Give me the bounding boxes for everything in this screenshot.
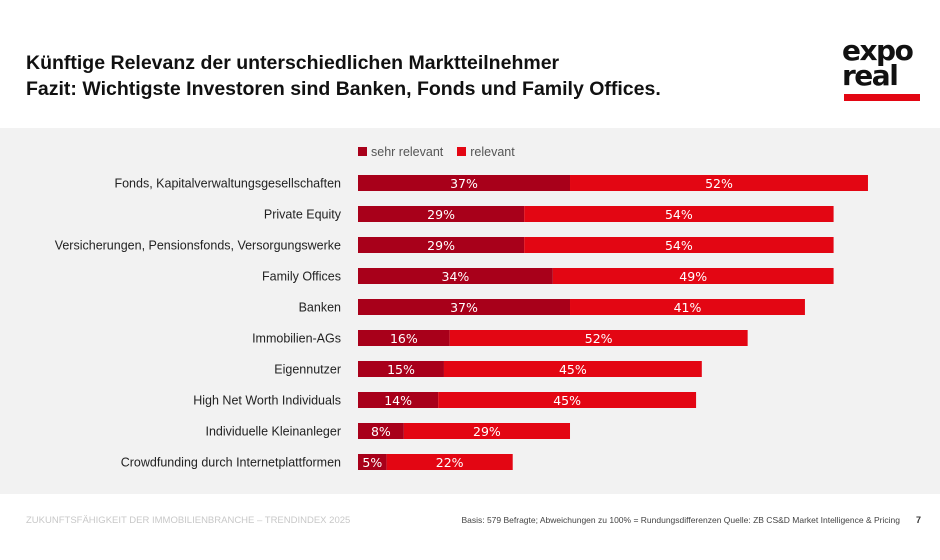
bar-segment: [358, 268, 553, 284]
data-label: 41%: [674, 300, 702, 315]
category-label: High Net Worth Individuals: [193, 394, 341, 408]
data-label: 52%: [705, 176, 733, 191]
bar-segment: [449, 330, 748, 346]
legend: sehr relevant relevant: [358, 145, 515, 159]
bar-segment: [443, 361, 702, 377]
category-label: Family Offices: [262, 270, 341, 284]
legend-swatch: [358, 147, 367, 156]
category-label: Banken: [299, 301, 341, 315]
bar-segment: [358, 361, 444, 377]
bar-segment: [358, 423, 404, 439]
footer-source: Basis: 579 Befragte; Abweichungen zu 100…: [461, 515, 900, 525]
bar-segment: [358, 206, 525, 222]
data-label: 15%: [387, 362, 415, 377]
title-line-2: Fazit: Wichtigste Investoren sind Banken…: [26, 78, 661, 100]
data-label: 49%: [679, 269, 707, 284]
data-label: 16%: [390, 331, 418, 346]
bar-segment: [358, 392, 439, 408]
data-label: 45%: [559, 362, 587, 377]
bar-segment: [358, 237, 525, 253]
legend-item: relevant: [457, 145, 515, 159]
bar-segment: [570, 175, 868, 191]
legend-label: relevant: [470, 145, 515, 159]
data-label: 5%: [362, 455, 382, 470]
bar-segment: [358, 330, 450, 346]
data-label: 37%: [450, 176, 478, 191]
category-label: Eigennutzer: [274, 363, 341, 377]
category-label: Immobilien-AGs: [252, 332, 341, 346]
logo-line-1: expo: [842, 34, 914, 67]
data-label: 54%: [665, 207, 693, 222]
data-label: 14%: [384, 393, 412, 408]
category-label: Fonds, Kapitalverwaltungsgesellschaften: [114, 177, 341, 191]
data-label: 37%: [450, 300, 478, 315]
category-label: Versicherungen, Pensionsfonds, Versorgun…: [55, 239, 341, 253]
data-label: 8%: [371, 424, 391, 439]
bar-segment: [524, 237, 834, 253]
footer-title: ZUKUNFTSFÄHIGKEIT DER IMMOBILIENBRANCHE …: [26, 515, 351, 526]
category-label: Individuelle Kleinanleger: [205, 425, 341, 439]
data-label: 29%: [427, 207, 455, 222]
bar-segment: [358, 299, 571, 315]
expo-real-logo: expo real: [842, 34, 920, 104]
page-number: 7: [916, 515, 922, 525]
legend-item: sehr relevant: [358, 145, 443, 159]
logo-line-2: real: [842, 59, 899, 92]
bar-segment: [552, 268, 834, 284]
bar-segment: [438, 392, 697, 408]
page-title: Künftige Relevanz der unterschiedlichen …: [26, 50, 826, 102]
bar-segment: [386, 454, 513, 470]
data-label: 22%: [436, 455, 464, 470]
legend-swatch: [457, 147, 467, 156]
bar-segment: [524, 206, 834, 222]
title-line-1: Künftige Relevanz der unterschiedlichen …: [26, 52, 560, 74]
data-label: 45%: [553, 393, 581, 408]
data-label: 29%: [473, 424, 501, 439]
bar-segment: [570, 299, 805, 315]
data-label: 34%: [442, 269, 470, 284]
legend-label: sehr relevant: [371, 145, 444, 159]
logo-bar: [844, 94, 920, 101]
category-label: Private Equity: [264, 208, 342, 222]
bar-segment: [358, 175, 571, 191]
data-label: 54%: [665, 238, 693, 253]
bar-segment: [403, 423, 571, 439]
data-label: 52%: [585, 331, 613, 346]
category-label: Crowdfunding durch Internetplattformen: [121, 456, 341, 470]
data-label: 29%: [427, 238, 455, 253]
bar-segment: [358, 454, 387, 470]
